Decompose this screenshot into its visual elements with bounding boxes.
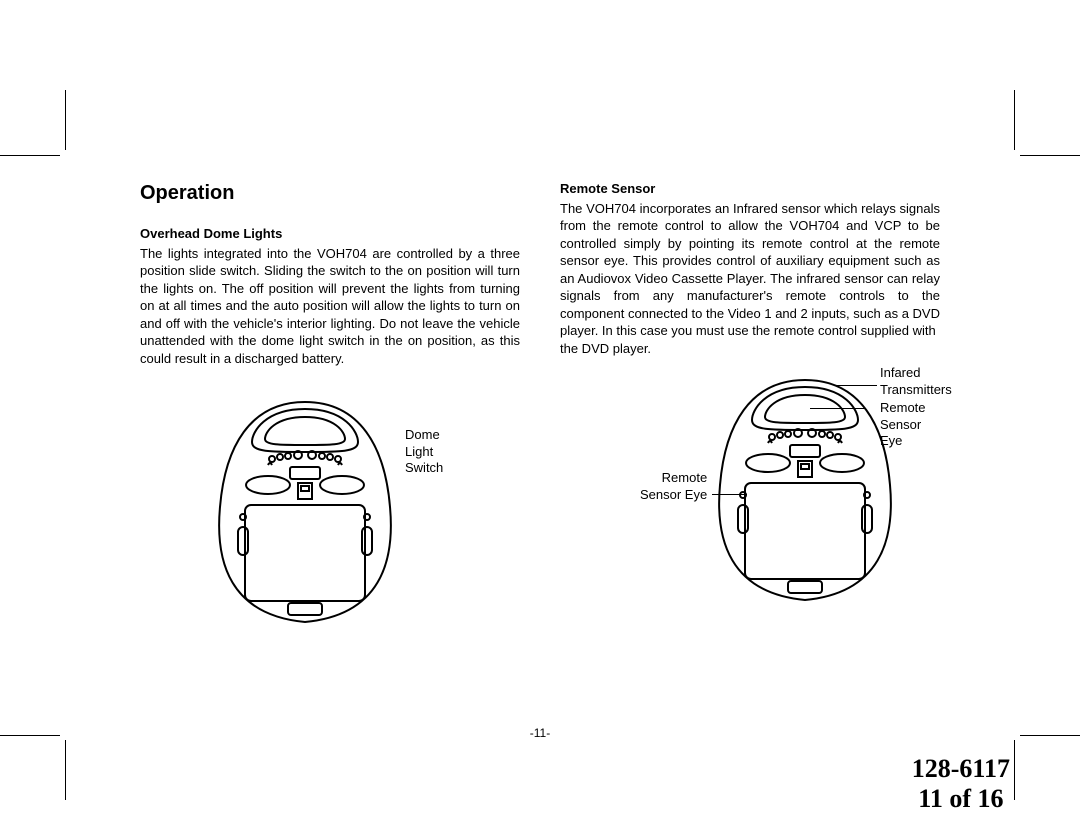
- callout-text: Dome Light Switch: [405, 427, 443, 475]
- page-content: Operation Overhead Dome Lights The light…: [65, 95, 1015, 735]
- crop-mark: [0, 155, 60, 156]
- right-subhead: Remote Sensor: [560, 180, 940, 198]
- section-title: Operation: [140, 180, 520, 207]
- doc-code-line1: 128-6117: [912, 754, 1010, 784]
- crop-mark: [0, 735, 60, 736]
- left-body: The lights integrated into the VOH704 ar…: [140, 245, 520, 368]
- document-code: 128-6117 11 of 16: [912, 754, 1010, 814]
- callout-remote-sensor-eye-bottom: Remote Sensor Eye: [640, 470, 707, 503]
- page-number-center: -11-: [65, 726, 1015, 740]
- left-subhead: Overhead Dome Lights: [140, 225, 520, 243]
- callout-text: Remote Sensor Eye: [640, 470, 707, 501]
- callout-text: Remote Sensor Eye: [880, 400, 926, 448]
- callout-text: Infared Transmitters: [880, 365, 952, 396]
- crop-mark: [1020, 735, 1080, 736]
- left-figure: Dome Light Switch: [140, 397, 520, 657]
- right-body-tail: the DVD player.: [560, 340, 940, 358]
- crop-mark: [1014, 740, 1015, 800]
- device-diagram-right: [710, 375, 900, 605]
- doc-code-line2: 11 of 16: [912, 784, 1010, 814]
- callout-remote-sensor-eye-top: Remote Sensor Eye: [880, 400, 940, 449]
- device-diagram-left: [210, 397, 400, 627]
- crop-mark: [1020, 155, 1080, 156]
- right-body: The VOH704 incorporates an Infrared sens…: [560, 200, 940, 340]
- crop-mark: [65, 740, 66, 800]
- callout-dome-light-switch: Dome Light Switch: [405, 427, 443, 476]
- right-column: Remote Sensor The VOH704 incorporates an…: [560, 180, 940, 657]
- right-figure: Infared Transmitters Remote Sensor Eye R…: [560, 365, 940, 625]
- callout-infrared-transmitters: Infared Transmitters: [880, 365, 952, 398]
- left-column: Operation Overhead Dome Lights The light…: [140, 180, 520, 657]
